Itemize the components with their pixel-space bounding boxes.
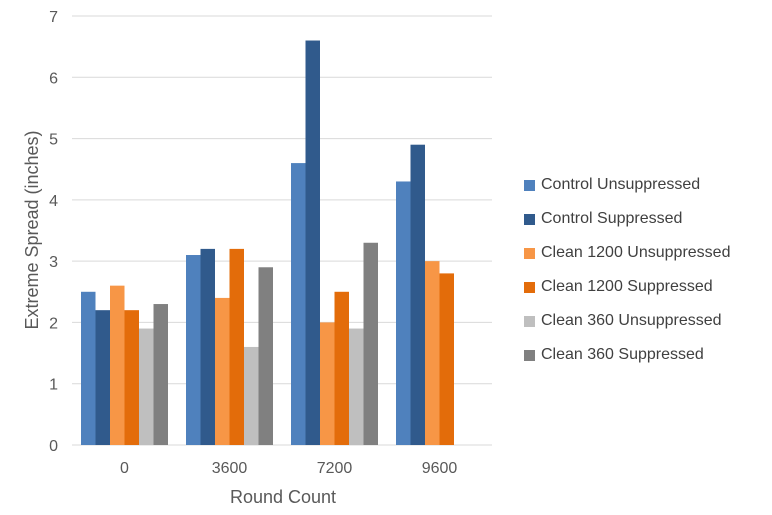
bar bbox=[81, 291, 96, 445]
y-tick-label: 2 bbox=[49, 315, 58, 332]
legend-label: Clean 360 Unsuppressed bbox=[541, 312, 722, 329]
x-axis-ticks: 0 3600 7200 9600 bbox=[120, 460, 457, 477]
legend-label: Control Suppressed bbox=[541, 210, 683, 227]
x-tick-label: 3600 bbox=[212, 460, 248, 477]
x-tick-label: 0 bbox=[120, 460, 129, 477]
y-tick-label: 3 bbox=[49, 254, 58, 271]
legend-label: Control Unsuppressed bbox=[541, 176, 701, 193]
bar bbox=[439, 273, 454, 445]
bar bbox=[200, 248, 215, 445]
bars bbox=[81, 40, 454, 446]
bar bbox=[396, 181, 411, 445]
legend-item: Clean 360 Suppressed bbox=[524, 338, 772, 372]
x-axis-title: Round Count bbox=[230, 487, 336, 507]
x-tick-label: 9600 bbox=[422, 460, 458, 477]
legend-item: Clean 360 Unsuppressed bbox=[524, 304, 772, 338]
bar bbox=[363, 242, 378, 445]
y-axis-ticks: 0 1 2 3 4 5 6 7 bbox=[49, 9, 58, 455]
y-tick-label: 5 bbox=[49, 132, 58, 149]
bar bbox=[215, 297, 230, 445]
bar bbox=[334, 291, 349, 445]
legend-item: Clean 1200 Suppressed bbox=[524, 270, 772, 304]
y-tick-label: 0 bbox=[49, 438, 58, 455]
bar bbox=[291, 163, 306, 446]
bar bbox=[244, 346, 259, 445]
bar bbox=[320, 322, 335, 445]
legend-swatch bbox=[524, 281, 535, 293]
legend-swatch bbox=[524, 247, 535, 259]
legend-swatch bbox=[524, 179, 535, 191]
bar bbox=[139, 328, 154, 445]
bar bbox=[110, 285, 125, 445]
bar bbox=[95, 310, 110, 445]
bar bbox=[258, 267, 273, 445]
x-tick-label: 7200 bbox=[317, 460, 353, 477]
legend-item: Control Suppressed bbox=[524, 202, 772, 236]
legend-item: Control Unsuppressed bbox=[524, 168, 772, 202]
legend-label: Clean 1200 Suppressed bbox=[541, 278, 713, 295]
y-tick-label: 1 bbox=[49, 377, 58, 394]
y-tick-label: 7 bbox=[49, 9, 58, 26]
legend: Control Unsuppressed Control Suppressed Cl… bbox=[524, 168, 772, 372]
y-axis-title: Extreme Spread (inches) bbox=[22, 130, 42, 329]
legend-label: Clean 360 Suppressed bbox=[541, 346, 704, 363]
bar bbox=[410, 144, 425, 445]
legend-swatch bbox=[524, 315, 535, 327]
legend-label: Clean 1200 Unsuppressed bbox=[541, 244, 731, 261]
y-tick-label: 6 bbox=[49, 70, 58, 87]
bar bbox=[186, 255, 201, 445]
bar bbox=[124, 310, 139, 445]
legend-swatch bbox=[524, 349, 535, 361]
bar bbox=[425, 261, 440, 445]
bar bbox=[229, 248, 244, 445]
y-tick-label: 4 bbox=[49, 193, 58, 210]
bar bbox=[153, 304, 168, 445]
legend-swatch bbox=[524, 213, 535, 225]
bar bbox=[305, 40, 320, 446]
bar bbox=[349, 328, 364, 445]
legend-item: Clean 1200 Unsuppressed bbox=[524, 236, 772, 270]
